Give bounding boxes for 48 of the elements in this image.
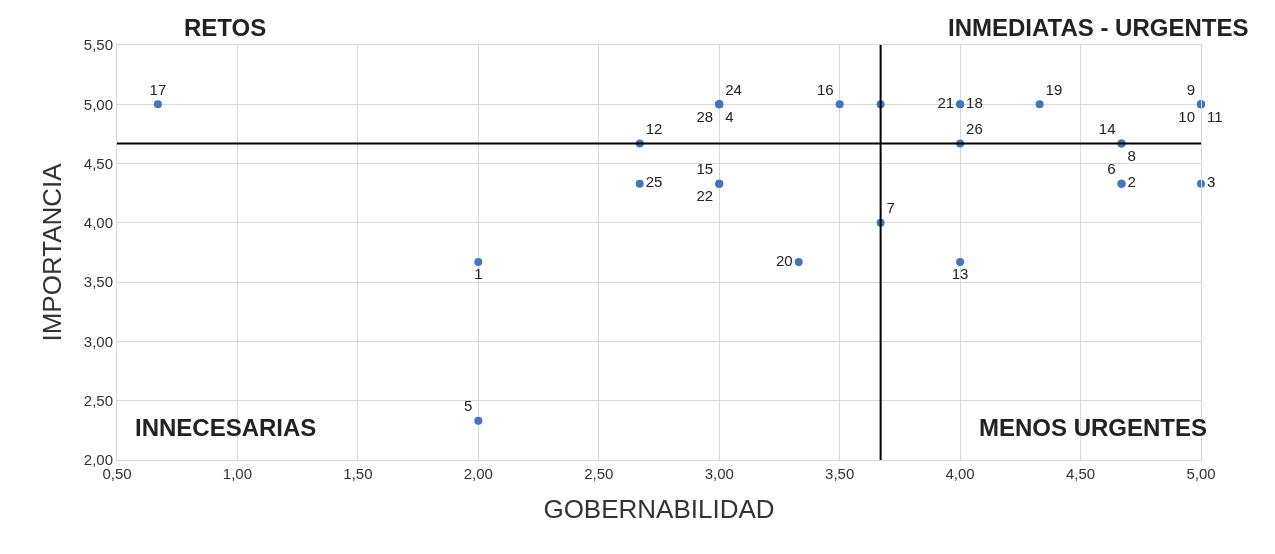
y-tick-label: 5,00 <box>83 95 113 113</box>
x-tick-label: 4,50 <box>1065 465 1096 482</box>
series-label: 1 <box>474 265 483 283</box>
y-axis-title: IMPORTANCIA <box>37 162 68 342</box>
x-axis-title: GOBERNABILIDAD <box>543 493 775 524</box>
series-label: 9 <box>1186 80 1195 98</box>
series-label: 3 <box>1207 173 1216 191</box>
series-label: 26 <box>966 119 983 137</box>
series-label: 6 <box>1107 159 1116 177</box>
y-tick-label: 3,00 <box>83 332 113 350</box>
x-tick-label: 5,00 <box>1186 465 1216 482</box>
series-label: 8 <box>1127 146 1136 164</box>
series-label: 12 <box>645 119 663 137</box>
series-label: 13 <box>951 265 969 283</box>
series-label: 5 <box>463 397 473 415</box>
series-label: 16 <box>816 80 834 98</box>
series-label: 24 <box>725 80 742 98</box>
series-label: 19 <box>1045 80 1063 98</box>
x-tick-label: 3,00 <box>704 465 734 482</box>
y-tick-label: 3,50 <box>83 273 113 291</box>
series-label: 4 <box>725 107 734 125</box>
x-tick-label: 3,50 <box>825 465 855 482</box>
x-tick-label: 2,00 <box>463 465 493 482</box>
series-label: 18 <box>966 94 983 112</box>
y-tick-label: 2,50 <box>83 391 113 409</box>
series-label: 21 <box>937 94 955 112</box>
series-label: 20 <box>776 251 793 269</box>
series-label: 10 <box>1178 107 1195 125</box>
y-tick-label: 5,50 <box>83 36 113 54</box>
series-label: 28 <box>696 107 714 125</box>
x-tick-label: 2,50 <box>584 465 614 482</box>
series-label: 25 <box>645 173 663 191</box>
annotation: INNECESARIAS <box>135 414 317 441</box>
x-tick-label: 1,50 <box>343 465 373 482</box>
series-label: 22 <box>696 186 714 204</box>
x-tick-label: 4,00 <box>945 465 975 482</box>
series-label: 17 <box>149 80 167 98</box>
series-label: 2 <box>1127 173 1136 191</box>
series-label: 7 <box>886 199 895 217</box>
series-label: 11 <box>1207 107 1223 125</box>
series-label: 15 <box>696 159 714 177</box>
text: RETOS <box>184 14 267 41</box>
y-tick-label: 4,50 <box>83 154 113 172</box>
text: INMEDIATAS - URGENTES <box>948 14 1249 41</box>
annotation: MENOS URGENTES <box>979 414 1208 441</box>
y-tick-label: 4,00 <box>83 214 113 232</box>
series-label: 14 <box>1098 119 1116 137</box>
x-tick-label: 1,00 <box>222 465 253 482</box>
